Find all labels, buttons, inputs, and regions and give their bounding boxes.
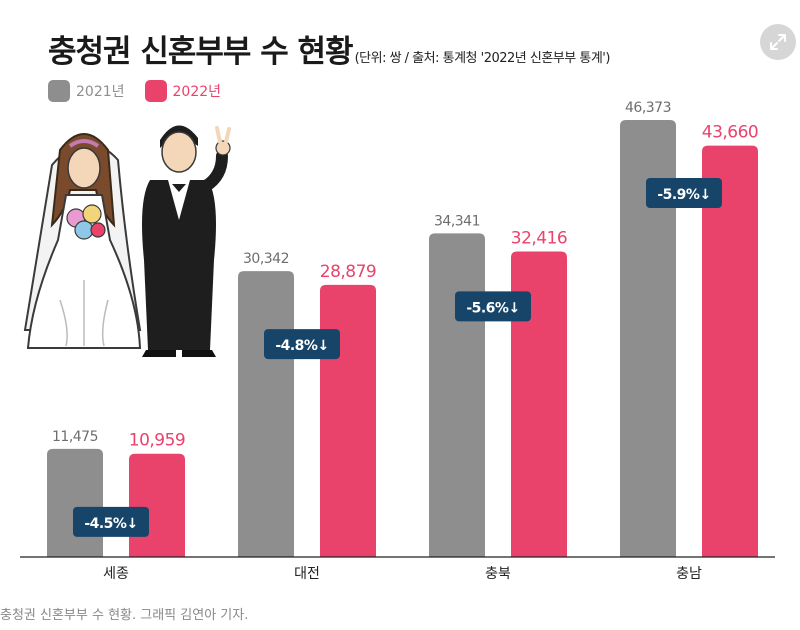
change-label-0: -4.5%↓ xyxy=(84,516,137,532)
legend-item-2021: 2021년 xyxy=(48,80,125,102)
legend: 2021년 2022년 xyxy=(48,80,241,102)
change-badge-1 xyxy=(264,329,340,360)
bar-2022-3 xyxy=(702,145,758,557)
bride-groom-illustration xyxy=(23,125,231,357)
bar-2022-2 xyxy=(511,251,567,557)
bar-2021-3 xyxy=(620,120,676,557)
chart-subtitle: (단위: 쌍 / 출처: 통계청 '2022년 신혼부부 통계') xyxy=(354,51,611,66)
data-label-2021-3: 46,373 xyxy=(625,100,671,116)
change-label-3: -5.9%↓ xyxy=(657,187,710,203)
expand-icon xyxy=(770,34,786,50)
bar-2021-0 xyxy=(47,448,103,557)
data-label-2022-3: 43,660 xyxy=(702,123,758,143)
change-label-2: -5.6%↓ xyxy=(466,300,519,316)
bar-2021-2 xyxy=(429,233,485,558)
legend-swatch-2022 xyxy=(144,80,167,102)
data-label-2021-1: 30,342 xyxy=(243,251,289,267)
category-label-1: 대전 xyxy=(294,566,320,582)
caption: 충청권 신혼부부 수 현황. 그래픽 김연아 기자. xyxy=(0,608,249,623)
chart-title: 충청권 신혼부부 수 현황 xyxy=(48,34,354,70)
change-badge-0 xyxy=(73,506,149,537)
legend-label-2022: 2022년 xyxy=(172,84,222,100)
data-label-2021-2: 34,341 xyxy=(434,213,480,229)
data-label-2021-0: 11,475 xyxy=(52,429,98,445)
data-label-2022-0: 10,959 xyxy=(129,431,185,451)
category-label-3: 충남 xyxy=(676,566,702,582)
change-badge-3 xyxy=(646,178,722,208)
change-label-1: -4.8%↓ xyxy=(275,338,328,354)
bar-chart: 11,475 10,959 -4.5%↓ 세종 30,342 28,879 -4.8%↓ 대전… xyxy=(20,100,775,582)
expand-button[interactable] xyxy=(760,24,796,60)
bar-2021-1 xyxy=(238,271,294,557)
legend-label-2021: 2021년 xyxy=(76,84,125,100)
change-badge-2 xyxy=(455,291,531,322)
legend-item-2022: 2022년 xyxy=(144,80,222,102)
bar-2022-1 xyxy=(320,284,376,557)
title-block: 충청권 신혼부부 수 현황 (단위: 쌍 / 출처: 통계청 '2022년 신혼부… xyxy=(48,26,610,71)
category-label-0: 세종 xyxy=(103,566,129,582)
data-label-2022-2: 32,416 xyxy=(511,229,567,249)
category-label-2: 충북 xyxy=(485,566,511,582)
data-label-2022-1: 28,879 xyxy=(320,262,376,282)
legend-swatch-2021 xyxy=(48,80,70,102)
chart-marks: 11,475 10,959 -4.5%↓ 세종 30,342 28,879 -4.8%↓ 대전… xyxy=(47,100,759,582)
bar-2022-0 xyxy=(129,453,185,557)
